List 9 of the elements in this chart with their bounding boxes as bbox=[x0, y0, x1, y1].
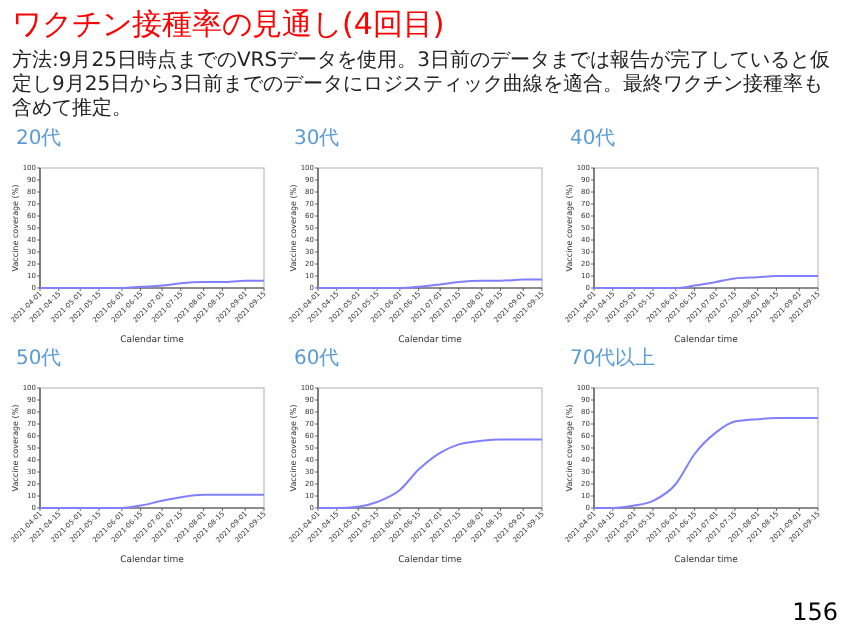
chart-title: 60代 bbox=[294, 348, 340, 370]
chart-title: 50代 bbox=[16, 348, 62, 370]
chart-title: 40代 bbox=[570, 128, 616, 150]
chart-title: 20代 bbox=[16, 128, 62, 150]
text: 方法:9月25日時点までのVRSデータを使用。3日前のデータまでは報告が完了していると仮定し9月25日から3日前までのデータにロジスティック曲線を適合。最終ワクチン接種率も含めて推定。 bbox=[12, 48, 830, 120]
chart-title: 30代 bbox=[294, 128, 340, 150]
text: ワクチン接種率の見通し(4回目) bbox=[12, 6, 445, 42]
chart-title: 70代以上 bbox=[570, 346, 656, 370]
text: 156 bbox=[792, 598, 838, 626]
